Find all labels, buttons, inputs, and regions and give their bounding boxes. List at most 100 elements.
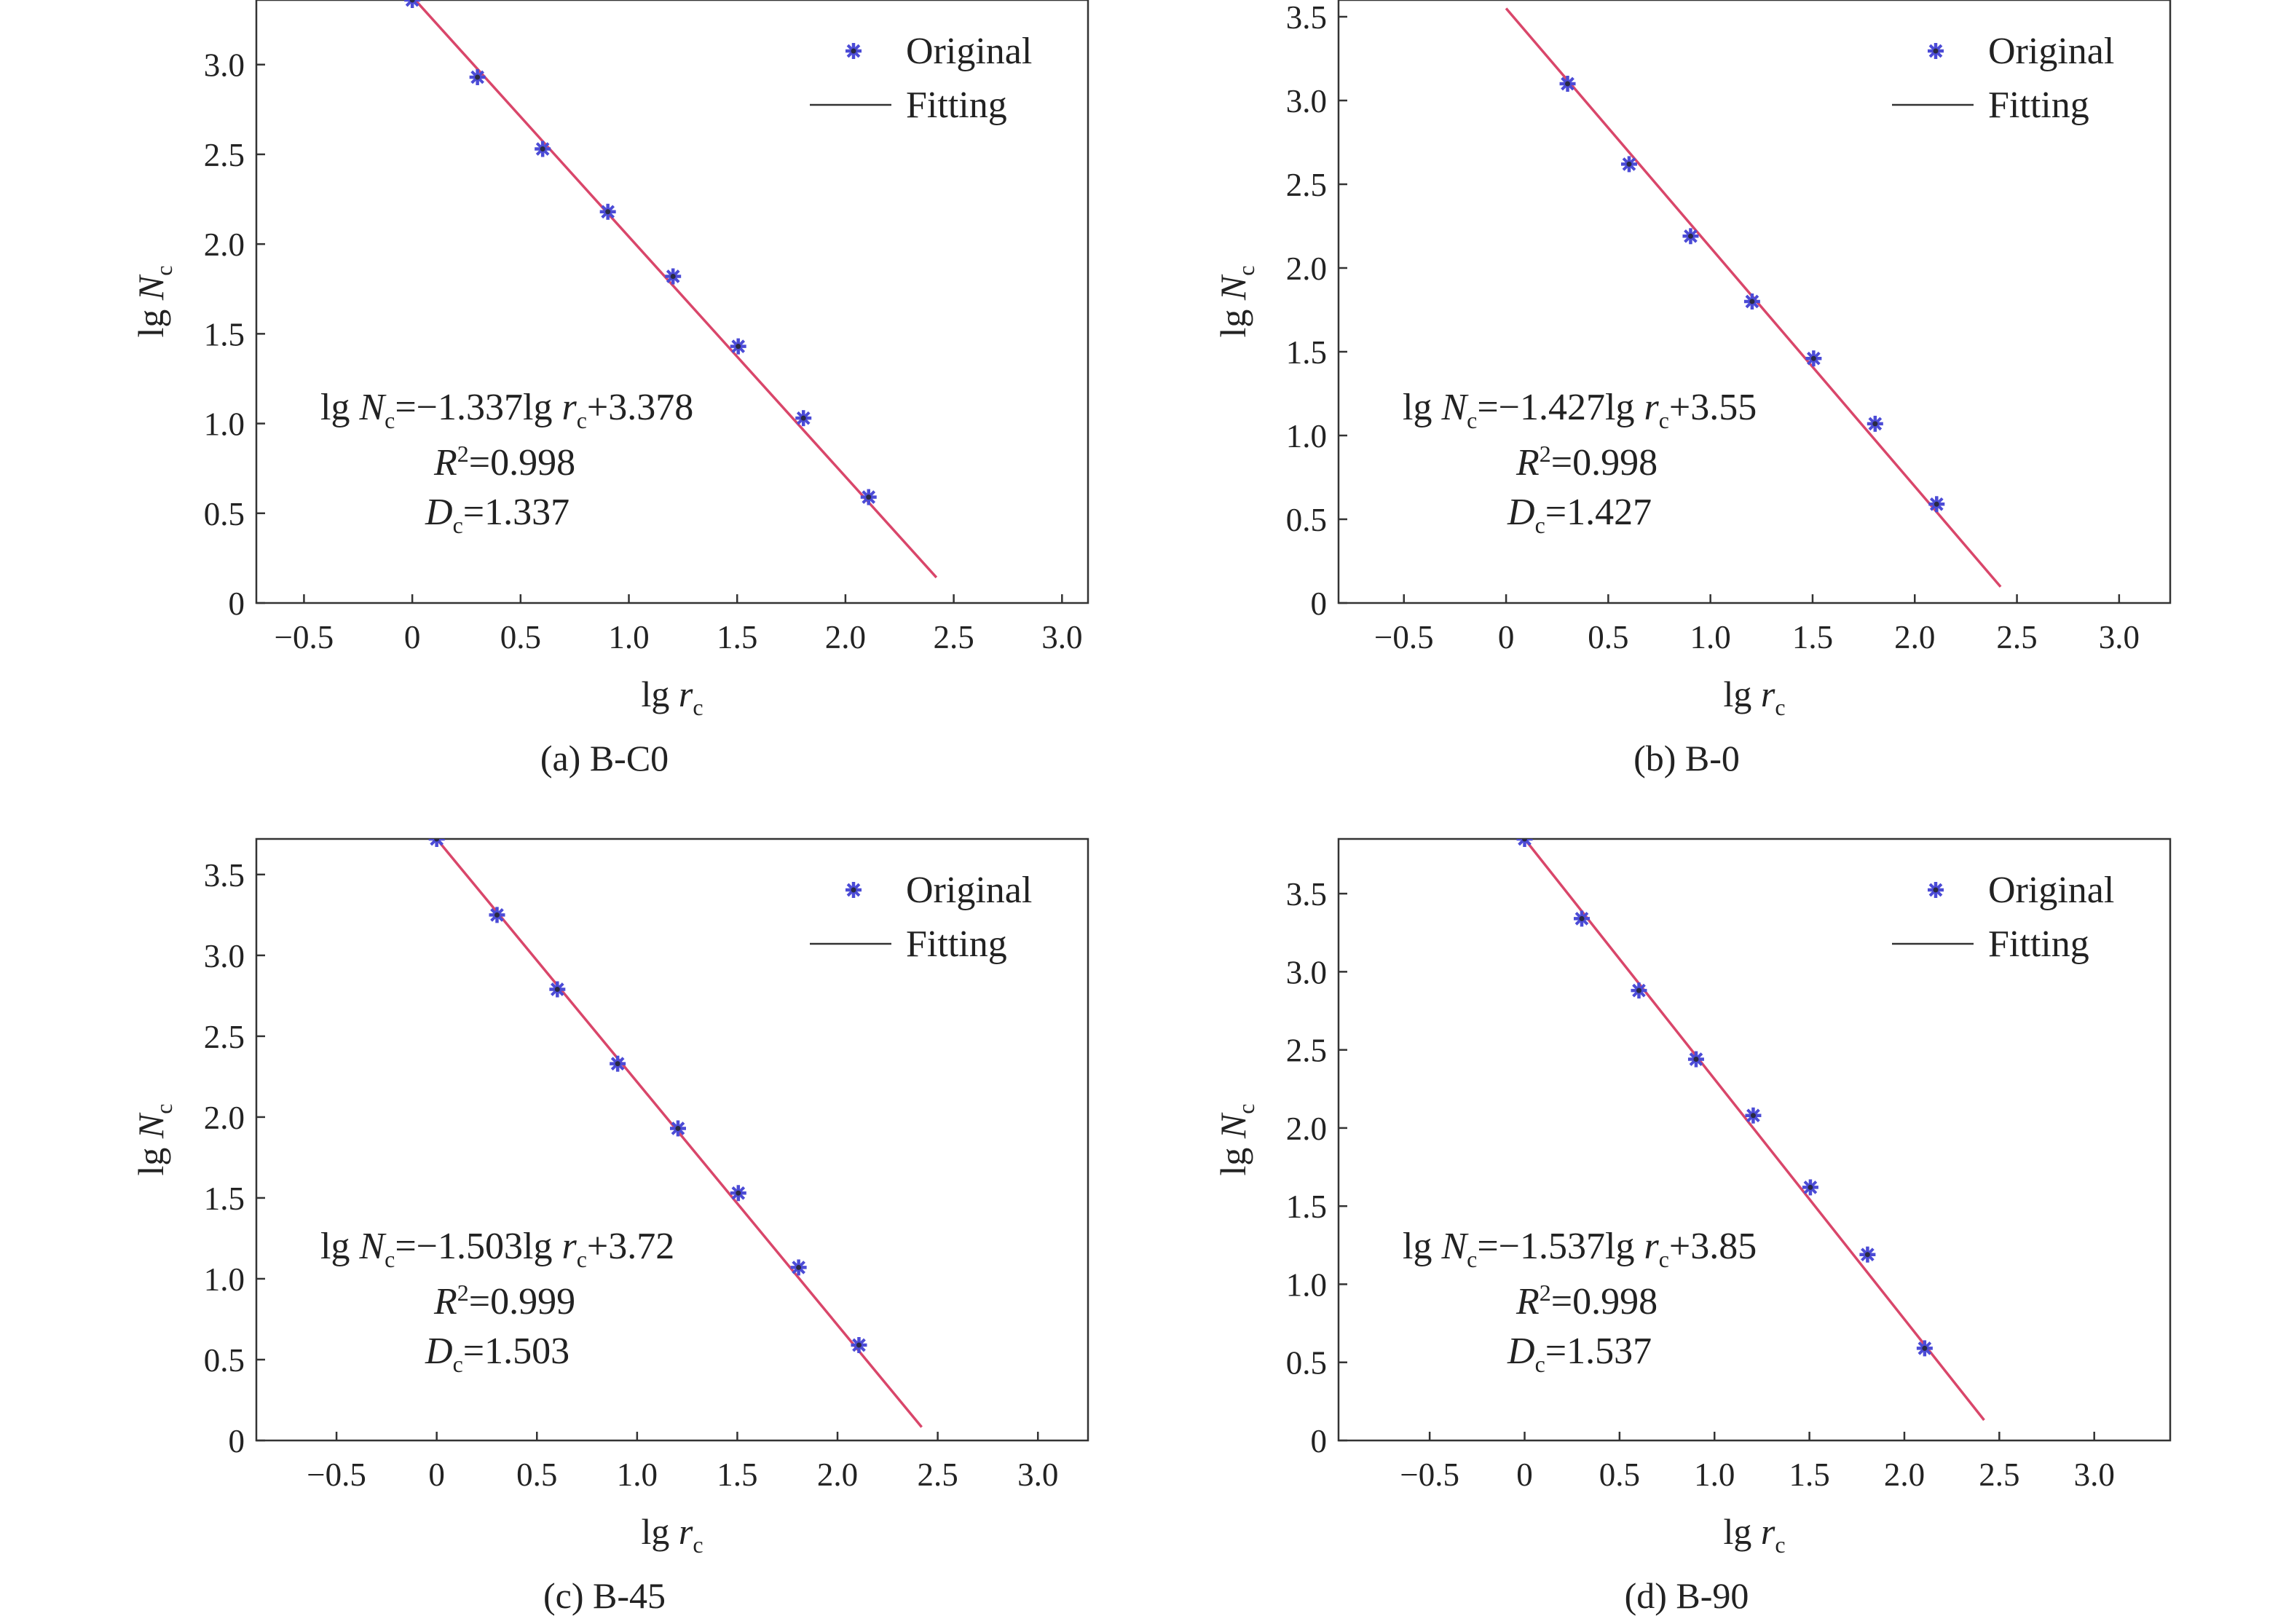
data-point [1867, 415, 1883, 432]
y-tick-label: 1.5 [1286, 1189, 1327, 1225]
panel-caption: (b) B-0 [1633, 738, 1740, 779]
x-axis-label: lg rc [1723, 674, 1785, 720]
data-point [1573, 910, 1590, 927]
x-tick-label: 2.0 [825, 619, 866, 655]
panel-caption: (d) B-90 [1625, 1575, 1749, 1616]
x-tick-label: 2.0 [1884, 1457, 1925, 1493]
y-tick-label: 0 [229, 586, 245, 622]
data-point [489, 907, 505, 923]
data-point [1516, 839, 1533, 847]
fitting-line [1524, 839, 1985, 1422]
x-tick-label: 3.0 [1017, 1457, 1058, 1493]
chart-panel-1: −0.5 0 0.5 1.0 1.5 2.0 2.5 3.0 0 0.5 1.0 1.5 2.0 2.5 3… [130, 0, 1089, 779]
data-point [1682, 228, 1699, 245]
legend-label-original: Original [1988, 870, 2114, 911]
y-tick-label: 1.5 [204, 316, 245, 352]
y-axis-label: lg Nc [130, 1104, 177, 1176]
data-point [599, 203, 616, 220]
plot-area [428, 839, 923, 1428]
x-tick-label: 0 [1498, 619, 1515, 655]
legend-label-fitting: Fitting [906, 84, 1007, 126]
x-tick-label: 0.5 [1588, 619, 1628, 655]
plot-area [404, 0, 938, 579]
data-point [1859, 1246, 1876, 1263]
x-tick-label: 1.5 [717, 619, 757, 655]
data-point [535, 141, 551, 157]
legend-marker-original [1928, 882, 1944, 898]
x-tick-label: 2.5 [1979, 1457, 2019, 1493]
data-point [1631, 982, 1647, 999]
y-tick-label: 2.0 [204, 1100, 245, 1136]
chart-panel-4: −0.5 0 0.5 1.0 1.5 2.0 2.5 3.0 0 0.5 1.0 1.5 2.0 2.5 3… [1213, 837, 2172, 1616]
legend-label-fitting: Fitting [1988, 84, 2089, 126]
data-point [404, 0, 421, 8]
y-tick-label: 3.0 [1286, 83, 1327, 119]
fit-equation: lg Nc=−1.503lg rc+3.72 [320, 1226, 674, 1272]
x-tick-label: 2.0 [817, 1457, 858, 1493]
data-point [790, 1259, 807, 1276]
fit-equation: lg Nc=−1.427lg rc+3.55 [1403, 387, 1757, 433]
y-tick-label: 0.5 [204, 1342, 245, 1379]
y-tick-label: 0 [229, 1423, 245, 1459]
data-point [1620, 156, 1637, 173]
y-axis-label: lg Nc [1213, 1104, 1259, 1176]
legend-label-original: Original [906, 870, 1032, 911]
x-tick-label: 3.0 [2074, 1457, 2115, 1493]
y-tick-label: 3.5 [1286, 876, 1327, 912]
x-axis-label: lg rc [1723, 1511, 1785, 1558]
data-point [795, 410, 812, 427]
legend-marker-original [846, 43, 862, 59]
legend: Original Fitting [810, 870, 1032, 965]
x-tick-label: 3.0 [1041, 619, 1082, 655]
fractal-dimension: Dc=1.537 [1507, 1331, 1652, 1377]
data-point [665, 268, 682, 285]
legend-label-original: Original [906, 31, 1032, 72]
plot-area [1516, 839, 1985, 1422]
x-tick-label: 1.0 [1690, 619, 1731, 655]
y-tick-label: 1.0 [204, 1261, 245, 1298]
data-point [610, 1055, 626, 1072]
x-tick-label: 0.5 [500, 619, 541, 655]
y-tick-label: 1.0 [1286, 1266, 1327, 1303]
x-tick-label: 1.5 [717, 1457, 757, 1493]
y-tick-label: 0.5 [1286, 1345, 1327, 1381]
y-tick-label: 3.5 [204, 857, 245, 894]
y-tick-label: 2.0 [1286, 251, 1327, 287]
data-point [730, 1185, 746, 1202]
data-point [860, 489, 877, 505]
plot-area [1505, 7, 2002, 588]
y-axis-label: lg Nc [1213, 266, 1259, 338]
x-tick-label: −0.5 [1400, 1457, 1459, 1493]
legend-label-fitting: Fitting [906, 923, 1007, 965]
data-point [1916, 1340, 1933, 1357]
data-point [1743, 293, 1760, 310]
plot-frame [1337, 837, 2172, 1442]
y-tick-label: 2.5 [204, 137, 245, 173]
x-tick-label: −0.5 [1374, 619, 1434, 655]
y-tick-label: 1.0 [204, 406, 245, 443]
y-tick-label: 3.5 [1286, 0, 1327, 36]
x-tick-label: 1.0 [1694, 1457, 1735, 1493]
y-tick-label: 3.0 [204, 47, 245, 84]
y-tick-label: 2.5 [204, 1019, 245, 1055]
data-point [1805, 350, 1822, 367]
fitting-line [413, 0, 938, 579]
panel-caption: (c) B-45 [543, 1575, 666, 1616]
y-tick-label: 2.5 [1286, 1033, 1327, 1069]
x-tick-label: 0 [1516, 1457, 1533, 1493]
y-tick-label: 2.0 [204, 226, 245, 263]
y-tick-label: 2.5 [1286, 167, 1327, 203]
legend: Original Fitting [810, 31, 1032, 126]
y-tick-label: 0 [1311, 1423, 1328, 1459]
legend-marker-original [846, 882, 862, 898]
data-point [428, 839, 445, 847]
y-tick-label: 0 [1311, 586, 1328, 622]
legend: Original Fitting [1892, 31, 2114, 126]
fractal-dimension: Dc=1.337 [425, 492, 569, 538]
y-tick-label: 1.5 [1286, 334, 1327, 371]
r-squared: R2=0.999 [433, 1280, 575, 1323]
x-axis-label: lg rc [641, 1511, 703, 1558]
x-tick-label: −0.5 [275, 619, 334, 655]
y-axis-label: lg Nc [130, 266, 177, 338]
x-tick-label: −0.5 [307, 1457, 366, 1493]
